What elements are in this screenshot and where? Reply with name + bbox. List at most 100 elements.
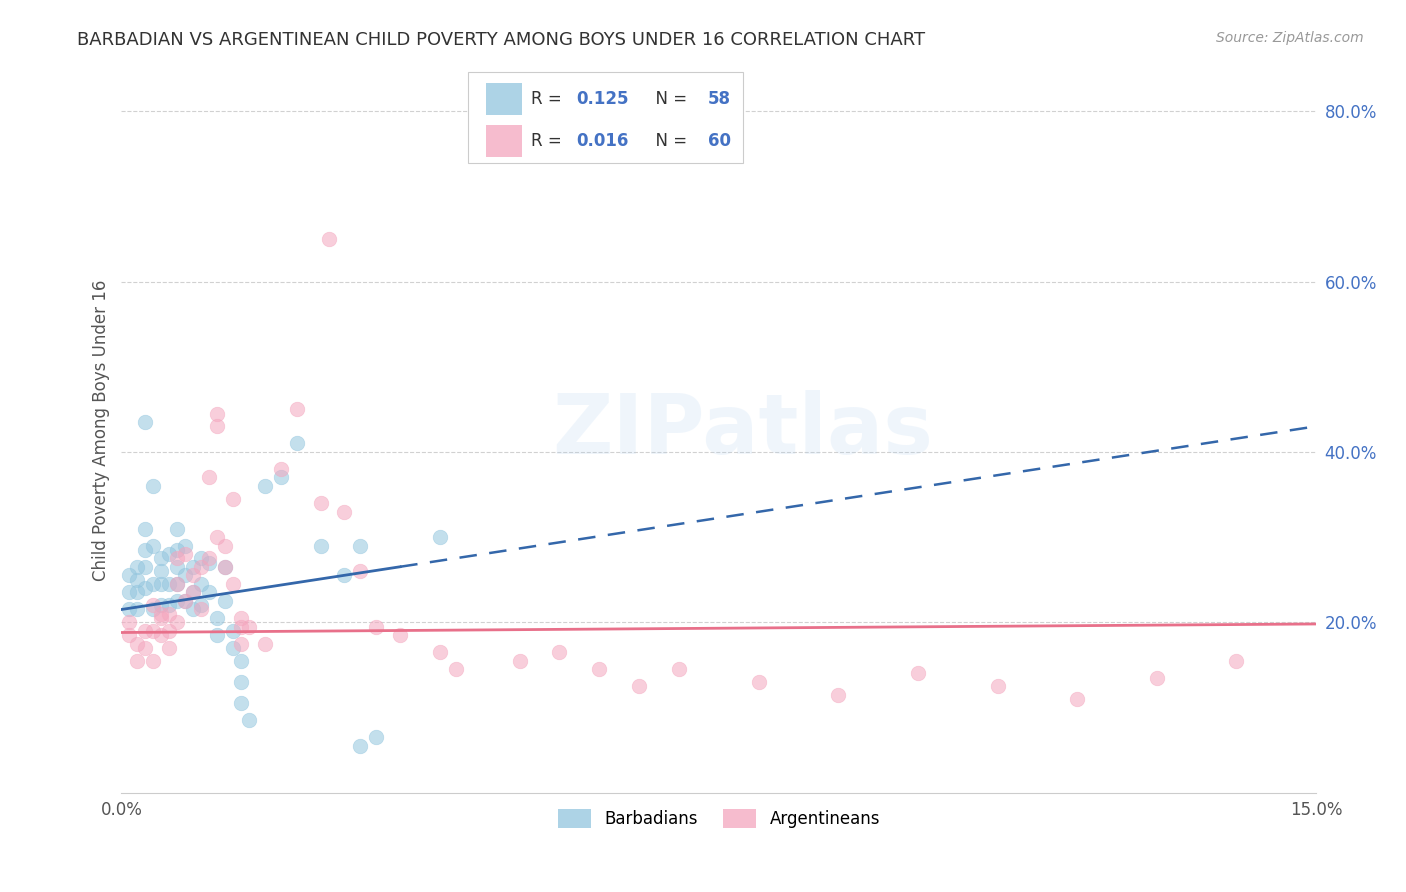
Point	[429, 645, 451, 659]
Point	[181, 585, 204, 599]
Point	[309, 539, 332, 553]
Point	[238, 619, 260, 633]
Point	[127, 602, 149, 616]
Point	[174, 594, 197, 608]
Point	[142, 602, 165, 616]
Point	[190, 577, 212, 591]
Point	[318, 232, 340, 246]
Point	[142, 599, 165, 613]
Point	[134, 624, 156, 638]
Point	[366, 731, 388, 745]
Point	[214, 594, 236, 608]
Point	[986, 679, 1008, 693]
Text: N =: N =	[645, 90, 692, 108]
Point	[238, 713, 260, 727]
Point	[349, 564, 371, 578]
Text: R =: R =	[531, 132, 567, 150]
Point	[118, 615, 141, 630]
Point	[174, 594, 197, 608]
Point	[181, 602, 204, 616]
Point	[198, 470, 221, 484]
FancyBboxPatch shape	[468, 72, 742, 162]
Point	[222, 577, 245, 591]
FancyBboxPatch shape	[486, 125, 522, 156]
FancyBboxPatch shape	[486, 83, 522, 115]
Point	[333, 568, 356, 582]
Point	[166, 577, 188, 591]
Point	[748, 674, 770, 689]
Point	[150, 577, 173, 591]
Point	[214, 560, 236, 574]
Point	[429, 530, 451, 544]
Point	[198, 585, 221, 599]
Point	[1225, 654, 1247, 668]
Point	[174, 539, 197, 553]
Point	[205, 419, 228, 434]
Point	[134, 415, 156, 429]
Point	[150, 599, 173, 613]
Text: R =: R =	[531, 90, 567, 108]
Point	[190, 560, 212, 574]
Point	[142, 479, 165, 493]
Point	[309, 496, 332, 510]
Point	[157, 599, 180, 613]
Point	[1066, 692, 1088, 706]
Point	[827, 688, 849, 702]
Point	[205, 407, 228, 421]
Text: Source: ZipAtlas.com: Source: ZipAtlas.com	[1216, 31, 1364, 45]
Point	[166, 577, 188, 591]
Point	[127, 560, 149, 574]
Point	[366, 619, 388, 633]
Point	[190, 602, 212, 616]
Point	[349, 539, 371, 553]
Point	[142, 577, 165, 591]
Point	[222, 640, 245, 655]
Point	[588, 662, 610, 676]
Point	[214, 560, 236, 574]
Point	[118, 585, 141, 599]
Y-axis label: Child Poverty Among Boys Under 16: Child Poverty Among Boys Under 16	[93, 280, 110, 582]
Point	[150, 564, 173, 578]
Point	[134, 560, 156, 574]
Point	[349, 739, 371, 753]
Point	[222, 491, 245, 506]
Point	[157, 640, 180, 655]
Point	[628, 679, 651, 693]
Text: N =: N =	[645, 132, 692, 150]
Point	[166, 542, 188, 557]
Point	[222, 624, 245, 638]
Point	[150, 551, 173, 566]
Point	[174, 547, 197, 561]
Point	[142, 654, 165, 668]
Text: 60: 60	[709, 132, 731, 150]
Point	[389, 628, 412, 642]
Point	[142, 624, 165, 638]
Point	[174, 568, 197, 582]
Point	[198, 556, 221, 570]
Point	[907, 666, 929, 681]
Point	[157, 577, 180, 591]
Point	[127, 585, 149, 599]
Point	[166, 522, 188, 536]
Point	[150, 611, 173, 625]
Point	[198, 551, 221, 566]
Point	[118, 628, 141, 642]
Point	[118, 568, 141, 582]
Point	[229, 674, 252, 689]
Point	[166, 615, 188, 630]
Point	[205, 530, 228, 544]
Point	[127, 573, 149, 587]
Point	[181, 568, 204, 582]
Point	[285, 402, 308, 417]
Point	[150, 607, 173, 621]
Point	[444, 662, 467, 676]
Point	[229, 619, 252, 633]
Point	[134, 542, 156, 557]
Text: 0.125: 0.125	[576, 90, 628, 108]
Point	[668, 662, 690, 676]
Point	[509, 654, 531, 668]
Point	[270, 462, 292, 476]
Point	[166, 560, 188, 574]
Point	[229, 654, 252, 668]
Point	[134, 581, 156, 595]
